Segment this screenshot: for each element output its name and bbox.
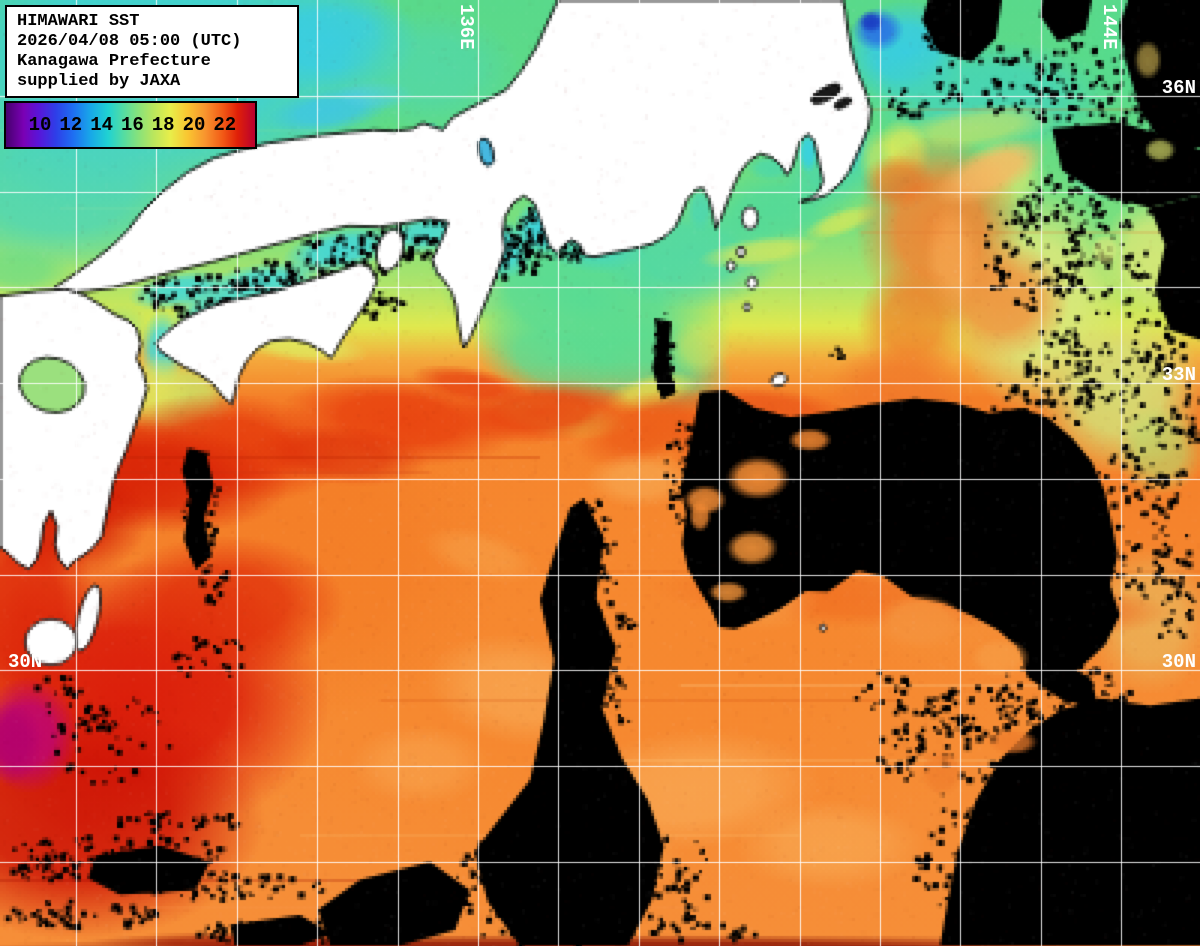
latitude-label: 30N	[8, 651, 43, 673]
latitude-label: 33N	[1161, 364, 1196, 386]
colorbar-tick: 22	[213, 114, 237, 136]
region-name: Kanagawa Prefecture	[17, 52, 211, 71]
colorbar-tick: 20	[182, 114, 206, 136]
colorbar-tick: 16	[120, 114, 144, 136]
latitude-label: 30N	[1161, 651, 1196, 673]
colorbar-tick: 18	[151, 114, 175, 136]
latitude-label: 36N	[1161, 77, 1196, 99]
longitude-label: 144E	[1098, 4, 1120, 50]
colorbar-tick: 12	[59, 114, 83, 136]
data-source: supplied by JAXA	[17, 72, 181, 91]
timestamp: 2026/04/08 05:00 (UTC)	[17, 32, 242, 51]
colorbar-tick: 14	[90, 114, 113, 136]
product-title: HIMAWARI SST	[17, 12, 140, 31]
longitude-label: 136E	[455, 4, 477, 50]
colorbar-tick: 10	[28, 114, 52, 136]
header-box: HIMAWARI SST 2026/04/08 05:00 (UTC) Kana…	[5, 5, 299, 98]
temperature-colorbar: 10 12 14 16 18 20 22	[4, 101, 257, 149]
